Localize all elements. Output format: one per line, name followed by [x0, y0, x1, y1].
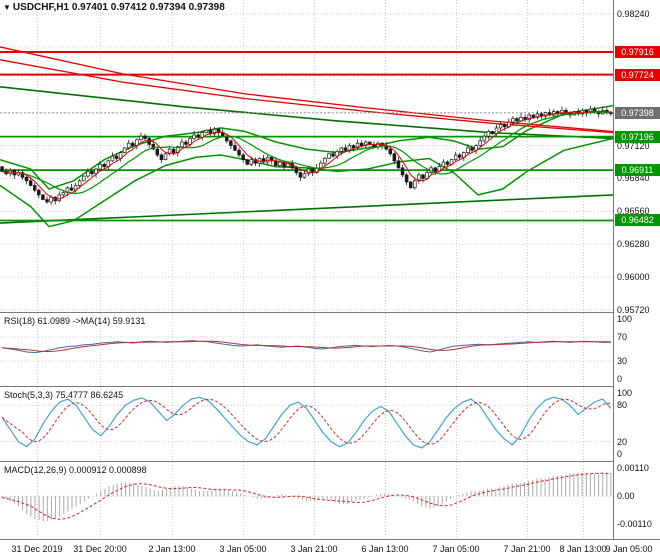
time-axis-label: 6 Jan 13:00 — [361, 544, 409, 554]
time-axis[interactable]: 31 Dec 2019 31 Dec 20:00 2 Jan 13:00 3 Jan … — [0, 540, 660, 560]
price-level-tag: 0.96482 — [615, 214, 660, 227]
time-axis-label: 7 Jan 05:00 — [432, 544, 480, 554]
time-axis-label: 9 Jan 05:00 — [605, 544, 653, 554]
price-tick-label: 0.96280 — [617, 239, 650, 250]
time-axis-label: 7 Jan 21:00 — [503, 544, 551, 554]
rsi-tick-label: 0 — [617, 374, 623, 384]
price-axis[interactable]: 0.98240 0.97120 0.96840 0.96560 0.96280 0.960… — [613, 0, 660, 540]
macd-indicator-label: MACD(12,26,9) 0.000912 0.000898 — [4, 465, 147, 475]
price-level-tag: 0.97724 — [615, 68, 660, 81]
price-tick-label: 0.98240 — [617, 9, 650, 19]
stoch-panel[interactable] — [0, 387, 613, 462]
ohlc-values: 0.97401 0.97412 0.97394 0.97398 — [71, 2, 225, 13]
price-chart-panel[interactable] — [0, 0, 613, 313]
stoch-indicator-label: Stoch(5,3,3) 75.4777 86.6245 — [4, 390, 124, 400]
rsi-panel[interactable] — [0, 313, 613, 387]
macd-tick-label: 0.00 — [617, 491, 635, 502]
time-axis-label: 31 Dec 2019 — [11, 544, 63, 554]
price-level-tag: 0.96911 — [615, 164, 660, 177]
macd-tick-label: -0.00110 — [617, 519, 652, 530]
symbol-label: USDCHF,H1 — [12, 2, 70, 13]
price-tick-label: 0.96000 — [617, 272, 650, 283]
price-chart-svg[interactable] — [0, 0, 613, 313]
time-axis-label: 31 Dec 20:00 — [73, 544, 127, 554]
macd-svg[interactable] — [0, 462, 613, 540]
rsi-tick-label: 70 — [617, 332, 628, 342]
price-level-tag: 0.97196 — [615, 130, 660, 143]
stoch-tick-label: 80 — [617, 400, 628, 411]
rsi-tick-label: 100 — [617, 314, 633, 324]
chart-title: ▼ USDCHF,H1 0.97401 0.97412 0.97394 0.973… — [3, 2, 225, 13]
stoch-tick-label: 20 — [617, 436, 628, 447]
price-tick-label: 0.95720 — [617, 305, 650, 315]
macd-panel[interactable] — [0, 462, 613, 540]
rsi-svg[interactable] — [0, 313, 613, 387]
time-axis-label: 8 Jan 13:00 — [559, 544, 607, 554]
stoch-svg[interactable] — [0, 387, 613, 462]
price-level-tag: 0.97398 — [615, 106, 660, 119]
price-tick-label: 0.97120 — [617, 140, 650, 151]
rsi-indicator-label: RSI(18) 61.0989 ->MA(14) 59.9131 — [4, 316, 146, 326]
time-axis-label: 2 Jan 13:00 — [148, 544, 196, 554]
time-axis-label: 3 Jan 21:00 — [290, 544, 338, 554]
stoch-tick-label: 0 — [617, 449, 623, 459]
price-tick-label: 0.96560 — [617, 206, 650, 217]
macd-tick-label: 0.00110 — [617, 463, 649, 474]
price-tick-label: 0.96840 — [617, 173, 650, 184]
stoch-tick-label: 100 — [617, 388, 633, 398]
price-level-tag: 0.97916 — [615, 46, 660, 59]
rsi-tick-label: 30 — [617, 356, 628, 366]
symbol-marker-icon[interactable]: ▼ — [3, 3, 11, 12]
time-axis-label: 3 Jan 05:00 — [219, 544, 267, 554]
